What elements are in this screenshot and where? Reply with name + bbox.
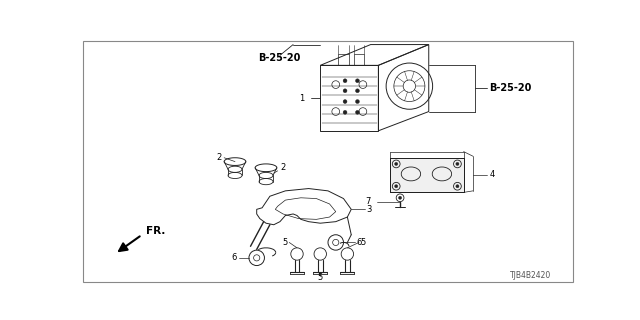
Bar	[353, 54, 364, 65]
Text: TJB4B2420: TJB4B2420	[510, 271, 552, 280]
Text: 2: 2	[280, 163, 285, 172]
Circle shape	[355, 100, 360, 103]
Text: 6: 6	[356, 238, 362, 247]
Circle shape	[343, 79, 347, 83]
Bar	[390, 158, 463, 192]
Text: 7: 7	[365, 197, 371, 206]
Bar	[338, 54, 349, 65]
Circle shape	[355, 110, 360, 114]
Text: B-25-20: B-25-20	[489, 84, 532, 93]
Text: 5: 5	[282, 238, 288, 247]
Circle shape	[456, 185, 459, 188]
Text: 5: 5	[360, 238, 366, 247]
Circle shape	[343, 110, 347, 114]
Circle shape	[456, 162, 459, 165]
Text: 3: 3	[367, 205, 372, 214]
Text: B-25-20: B-25-20	[259, 53, 301, 63]
Circle shape	[343, 100, 347, 103]
Circle shape	[343, 89, 347, 93]
Bar	[390, 158, 463, 192]
Circle shape	[399, 196, 402, 199]
Text: 6: 6	[231, 253, 237, 262]
Text: 1: 1	[300, 94, 305, 103]
Circle shape	[355, 79, 360, 83]
Circle shape	[395, 162, 397, 165]
Text: 2: 2	[216, 153, 222, 162]
Circle shape	[395, 185, 397, 188]
Text: FR.: FR.	[146, 226, 165, 236]
Text: 4: 4	[489, 170, 495, 179]
Circle shape	[355, 89, 360, 93]
Text: 5: 5	[317, 273, 323, 282]
